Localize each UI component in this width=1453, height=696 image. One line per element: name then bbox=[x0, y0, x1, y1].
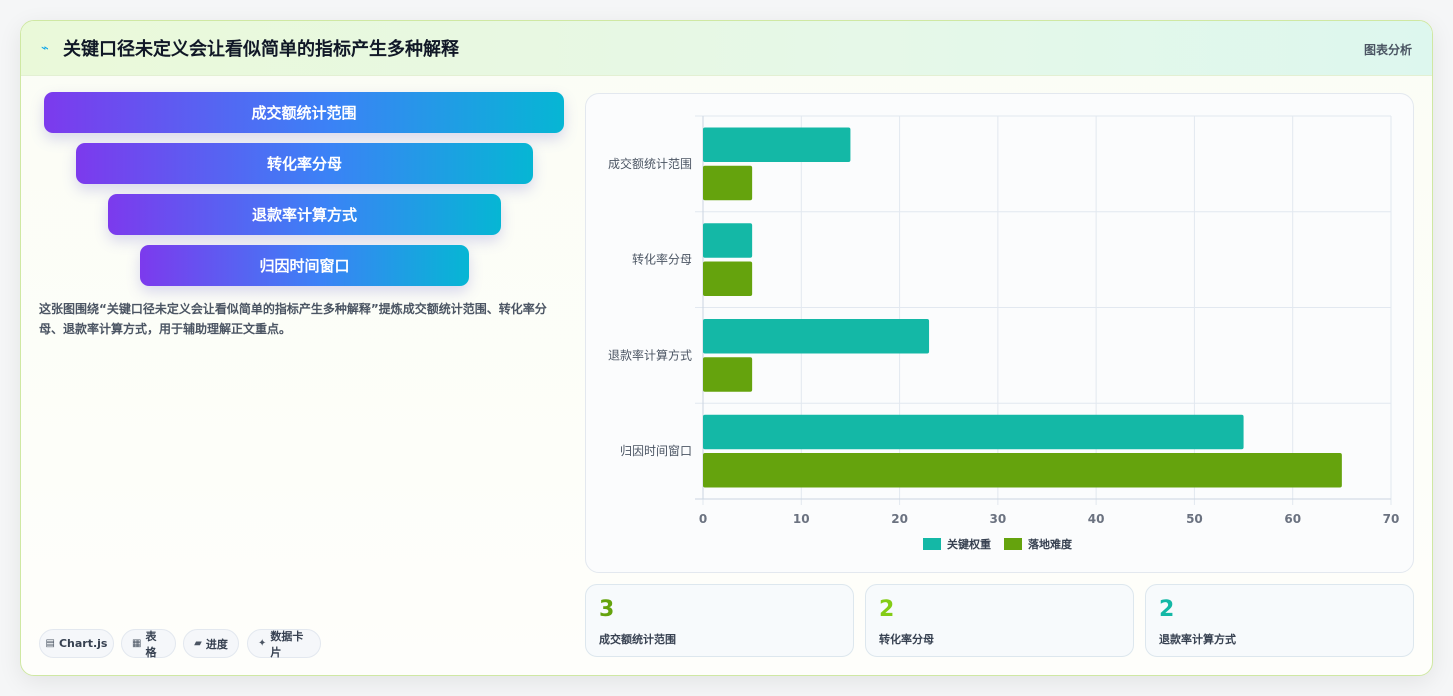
stat-card-1: 3 成交额统计范围 bbox=[585, 584, 854, 657]
sparkle-icon: ✦ bbox=[258, 638, 267, 649]
x-tick-label: 10 bbox=[793, 512, 810, 526]
funnel-item-4: 归因时间窗口 bbox=[140, 245, 469, 286]
bar-difficulty bbox=[703, 357, 753, 392]
bar-chart: 0 10 20 30 40 50 60 70 成交额统计范围转化率分母退款率计算方式归因时间窗口… bbox=[608, 115, 1400, 551]
y-tick-label: 归因时间窗口 bbox=[620, 444, 692, 458]
stat-value: 3 bbox=[599, 597, 615, 622]
stat-label: 成交额统计范围 bbox=[599, 633, 676, 646]
legend-label: 落地难度 bbox=[1028, 537, 1073, 551]
stat-label: 退款率计算方式 bbox=[1159, 633, 1236, 646]
x-tick-label: 70 bbox=[1383, 512, 1400, 526]
stat-card-2: 2 转化率分母 bbox=[865, 584, 1134, 657]
legend-swatch bbox=[923, 538, 941, 550]
main-card: ⌁ 关键口径未定义会让看似简单的指标产生多种解释 图表分析 成交额统计范围 转化… bbox=[20, 20, 1433, 676]
legend-label: 关键权重 bbox=[947, 537, 991, 551]
bar-weight bbox=[703, 318, 930, 354]
x-tick-label: 50 bbox=[1186, 512, 1203, 526]
bar-weight bbox=[703, 127, 851, 162]
funnel-item-1: 成交额统计范围 bbox=[44, 92, 564, 133]
stat-value: 2 bbox=[879, 597, 895, 622]
y-tick-label: 转化率分母 bbox=[632, 252, 692, 267]
bar-chart-icon: ▤ bbox=[45, 638, 55, 649]
stat-value: 2 bbox=[1159, 597, 1175, 622]
chip-chartjs[interactable]: ▤ Chart.js bbox=[39, 629, 114, 658]
legend-swatch bbox=[1004, 538, 1022, 550]
funnel-item-2: 转化率分母 bbox=[76, 143, 533, 184]
bar-weight bbox=[703, 414, 1244, 450]
chip-label: 数据卡片 bbox=[270, 629, 304, 659]
page-title: 关键口径未定义会让看似简单的指标产生多种解释 bbox=[63, 39, 459, 60]
stat-label: 转化率分母 bbox=[879, 633, 934, 646]
chip-label: 表格 bbox=[145, 629, 157, 659]
chart-panel: 0 10 20 30 40 50 60 70 成交额统计范围转化率分母退款率计算方式归因时间窗口… bbox=[585, 93, 1414, 573]
chart-icon: ⌁ bbox=[41, 41, 49, 56]
x-tick-label: 20 bbox=[891, 512, 908, 526]
funnel-item-3: 退款率计算方式 bbox=[108, 194, 501, 235]
chip-table[interactable]: ▦ 表格 bbox=[121, 629, 176, 659]
x-tick-label: 60 bbox=[1284, 512, 1301, 526]
chip-data-card[interactable]: ✦ 数据卡片 bbox=[247, 629, 321, 659]
x-tick-label: 0 bbox=[699, 512, 707, 526]
chip-label: 进度 bbox=[205, 637, 228, 651]
progress-icon: ▰ bbox=[194, 638, 202, 649]
x-tick-label: 30 bbox=[990, 512, 1007, 526]
bar-difficulty bbox=[703, 453, 1342, 488]
chart-analysis-tag: 图表分析 bbox=[1363, 43, 1412, 57]
chip-progress[interactable]: ▰ 进度 bbox=[183, 629, 239, 658]
y-tick-label: 退款率计算方式 bbox=[608, 347, 692, 362]
bar-difficulty bbox=[703, 165, 753, 201]
card-header: ⌁ 关键口径未定义会让看似简单的指标产生多种解释 图表分析 bbox=[21, 21, 1432, 76]
bar-weight bbox=[703, 223, 753, 258]
y-tick-label: 成交额统计范围 bbox=[608, 156, 692, 171]
chip-label: Chart.js bbox=[58, 637, 108, 650]
table-icon: ▦ bbox=[132, 638, 142, 649]
bar-difficulty bbox=[703, 261, 753, 297]
stat-card-3: 2 退款率计算方式 bbox=[1145, 584, 1414, 657]
x-tick-label: 40 bbox=[1088, 512, 1105, 526]
description-text: 这张图围绕“关键口径未定义会让看似简单的指标产生多种解释”提炼成交额统计范围、转… bbox=[39, 302, 547, 336]
